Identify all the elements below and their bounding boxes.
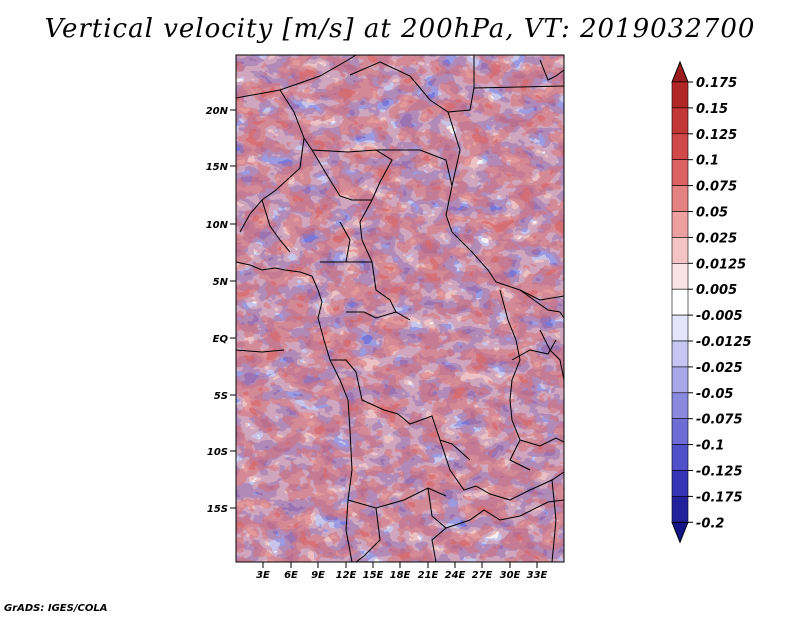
y-tick-label: 10N (206, 220, 229, 231)
colorbar-label: -0.1 (696, 439, 724, 454)
colorbar-segment (671, 418, 689, 445)
colorbar-label: -0.175 (696, 490, 743, 505)
y-tick-label: 15N (206, 162, 229, 173)
x-tick-label: 15E (363, 570, 384, 581)
colorbar-top-arrow (671, 60, 689, 83)
colorbar-label: 0.125 (696, 128, 737, 143)
colorbar-segment (671, 496, 689, 523)
colorbar-segment (671, 366, 689, 394)
y-tick-labels: 20N 15N 10N 5N EQ 5S 10S 15S (206, 106, 229, 515)
x-tick-label: 33E (527, 570, 548, 581)
x-tick-label: 12E (336, 570, 357, 581)
colorbar-bottom-arrow (671, 521, 689, 544)
colorbar-segment (671, 392, 689, 419)
colorbar-label: -0.075 (696, 413, 743, 428)
y-tick-label: 5S (214, 391, 228, 402)
x-tick-label: 9E (311, 570, 325, 581)
y-tick-label: 15S (207, 504, 228, 515)
colorbar-label: -0.005 (696, 309, 743, 324)
x-tick-label: 30E (500, 570, 521, 581)
colorbar-label: -0.025 (696, 361, 743, 376)
x-tick-label: 21E (418, 570, 439, 581)
colorbar-label: 0.075 (696, 180, 737, 195)
colorbar-segment (671, 159, 689, 186)
colorbar-label: 0.005 (696, 283, 737, 298)
x-tick-label: 24E (445, 570, 466, 581)
colorbar-segment (671, 340, 689, 368)
colorbar (671, 60, 689, 544)
x-tick-label: 3E (256, 570, 270, 581)
x-tick-label: 18E (390, 570, 411, 581)
colorbar-segment (671, 81, 689, 109)
axis-ticks (230, 109, 538, 568)
y-tick-label: EQ (213, 334, 229, 345)
colorbar-label: 0.15 (696, 102, 728, 117)
colorbar-segment (671, 314, 689, 342)
colorbar-segment (671, 288, 689, 316)
colorbar-label: -0.05 (696, 387, 733, 402)
colorbar-segment (671, 470, 689, 497)
velocity-field (236, 55, 564, 562)
colorbar-labels: 0.175 0.15 0.125 0.1 0.075 0.05 0.025 0.0125 0.0… (688, 76, 752, 531)
colorbar-label: 0.05 (696, 206, 728, 221)
y-tick-label: 5N (213, 277, 229, 288)
colorbar-label: -0.125 (696, 465, 743, 480)
colorbar-segment (671, 262, 689, 290)
colorbar-segment (671, 133, 689, 161)
x-tick-labels: 3E 6E 9E 12E 15E 18E 21E 24E 27E 30E 33E (256, 570, 547, 581)
colorbar-segment (671, 237, 689, 264)
y-tick-label: 10S (207, 447, 228, 458)
colorbar-segment (671, 444, 689, 471)
x-tick-label: 6E (284, 570, 298, 581)
colorbar-label: 0.175 (696, 76, 737, 91)
colorbar-label: 0.0125 (696, 257, 746, 272)
colorbar-segment (671, 107, 689, 135)
y-tick-label: 20N (206, 106, 229, 117)
colorbar-segment (671, 185, 689, 212)
x-tick-label: 27E (472, 570, 493, 581)
grads-credit: GrADS: IGES/COLA (4, 603, 108, 614)
colorbar-label: -0.2 (696, 516, 724, 531)
colorbar-label: 0.1 (696, 154, 719, 169)
map-title: Vertical velocity [m/s] at 200hPa, VT: 2… (44, 14, 756, 44)
country-boundaries (236, 55, 564, 562)
colorbar-label: 0.025 (696, 231, 737, 246)
colorbar-segment (671, 211, 689, 238)
colorbar-label: -0.0125 (696, 335, 752, 350)
